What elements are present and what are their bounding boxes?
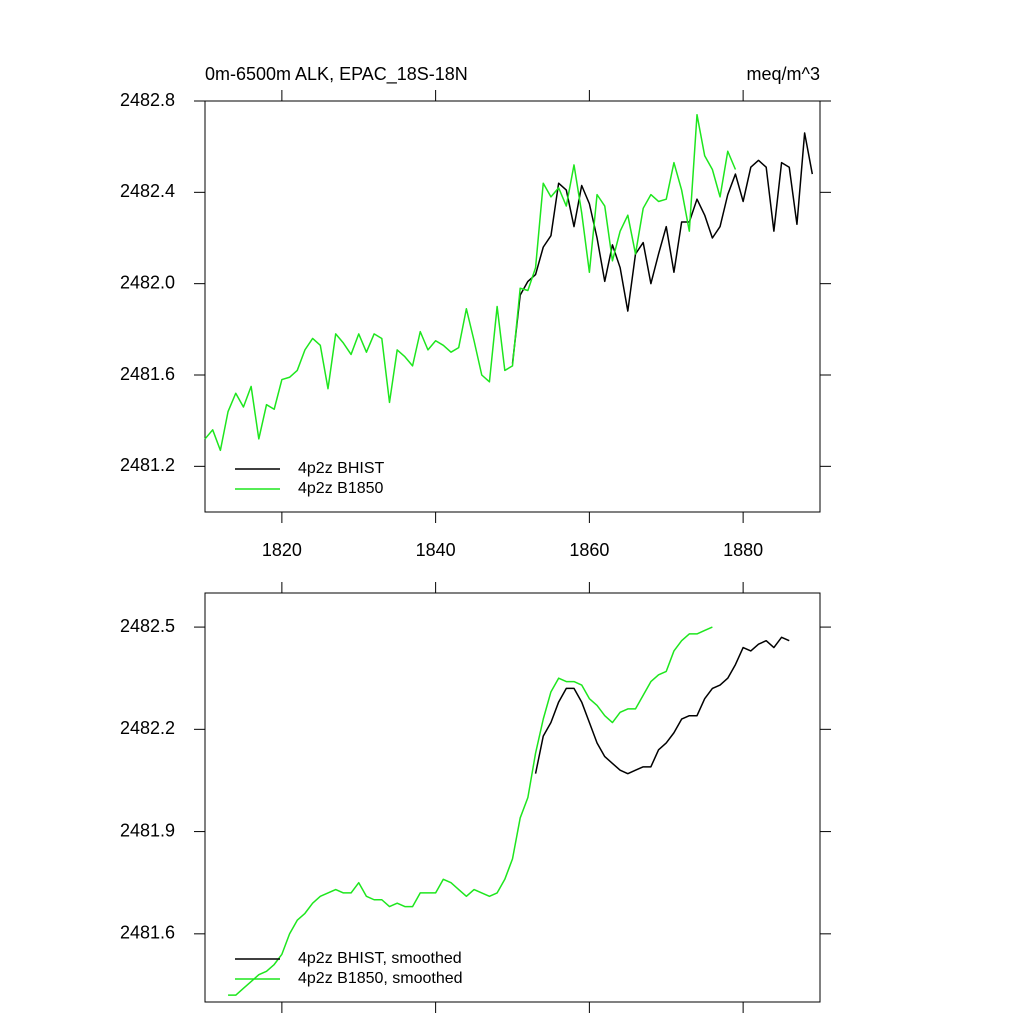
- y-tick-label: 2482.4: [120, 181, 175, 201]
- series-line: [228, 626, 713, 996]
- chart-title: 0m-6500m ALK, EPAC_18S-18N: [205, 64, 468, 85]
- legend-label: 4p2z B1850, smoothed: [298, 970, 463, 987]
- y-tick-label: 2482.5: [120, 616, 175, 636]
- units-label: meq/m^3: [747, 64, 820, 84]
- series-line: [511, 132, 814, 364]
- x-tick-label: 1860: [569, 540, 609, 560]
- plot-frame: [204, 100, 821, 513]
- series-line: [204, 113, 737, 452]
- y-tick-label: 2481.6: [120, 923, 175, 943]
- series-line: [534, 636, 790, 775]
- x-tick-label: 1840: [416, 540, 456, 560]
- legend-label: 4p2z B1850: [298, 480, 384, 497]
- x-tick-label: 1880: [723, 540, 763, 560]
- x-tick-label: 1820: [262, 540, 302, 560]
- y-tick-label: 2482.0: [120, 272, 175, 292]
- plot-frame: [204, 592, 821, 1003]
- y-tick-label: 2481.9: [120, 820, 175, 840]
- y-tick-label: 2481.6: [120, 364, 175, 384]
- y-tick-label: 2481.2: [120, 455, 175, 475]
- legend-label: 4p2z BHIST, smoothed: [298, 950, 462, 967]
- y-tick-label: 2482.2: [120, 718, 175, 738]
- y-tick-label: 2482.8: [120, 90, 175, 110]
- legend-label: 4p2z BHIST: [298, 460, 384, 477]
